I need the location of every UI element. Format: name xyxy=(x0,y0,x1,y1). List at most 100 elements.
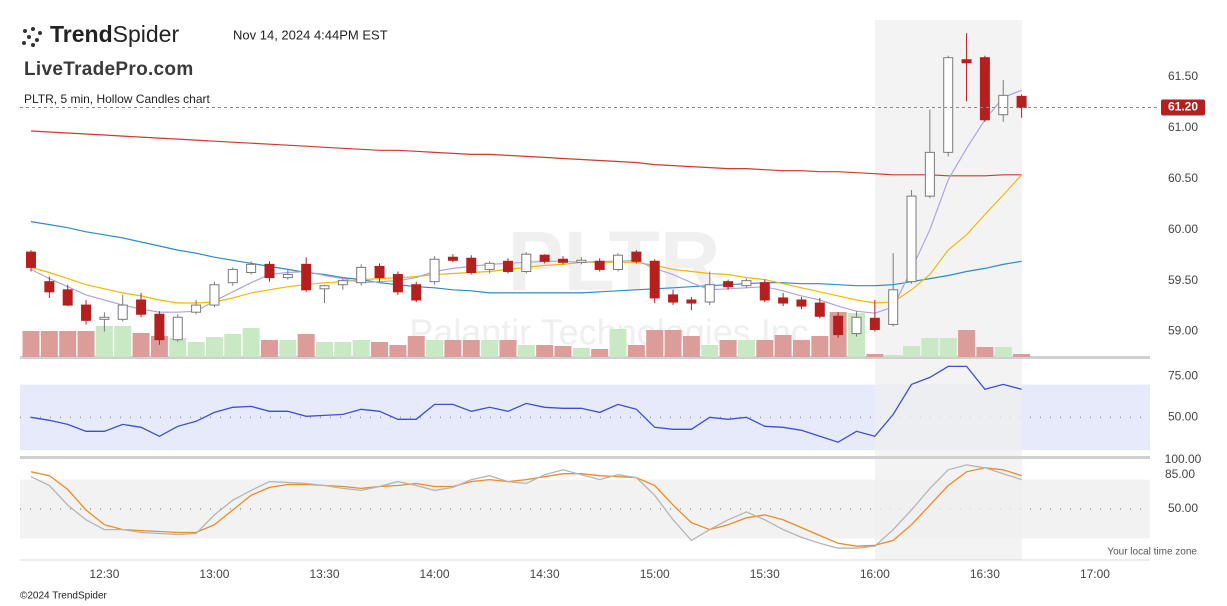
volume-bar xyxy=(572,348,590,357)
candle-body xyxy=(264,263,275,279)
candle-body xyxy=(136,299,147,315)
volume-bar xyxy=(132,333,150,357)
candle-body xyxy=(374,265,385,279)
candle-body xyxy=(613,254,624,270)
y-tick-label: 61.50 xyxy=(1168,69,1198,83)
candle-body xyxy=(851,316,862,335)
volume-bar xyxy=(719,340,737,357)
volume-bar xyxy=(609,329,627,357)
volume-bar xyxy=(389,345,407,357)
oscillator-line xyxy=(30,464,1022,549)
volume-bar xyxy=(462,340,480,357)
volume-bar xyxy=(994,347,1012,357)
candle-body xyxy=(172,316,183,341)
volume-bar xyxy=(958,330,976,357)
x-tick-label: 13:30 xyxy=(309,567,339,581)
candle-body xyxy=(888,289,899,325)
timestamp: Nov 14, 2024 4:44PM EST xyxy=(233,27,388,42)
candle-body xyxy=(943,57,954,153)
oscillator-line xyxy=(30,467,1022,547)
last-price-label: 61.20 xyxy=(1168,100,1198,114)
candle-body xyxy=(814,302,825,317)
candle-body xyxy=(227,268,238,284)
y-tick-label: 50.00 xyxy=(1168,409,1198,423)
volume-bar xyxy=(939,338,957,357)
volume-bar xyxy=(22,331,40,357)
candle-body xyxy=(191,304,202,313)
oscillator-line xyxy=(30,365,1022,443)
volume-bar xyxy=(536,345,554,357)
candle-body xyxy=(649,260,660,299)
volume-bar xyxy=(205,337,223,357)
volume-bar xyxy=(811,336,829,357)
brand-light: Spider xyxy=(113,21,180,47)
volume-bar xyxy=(187,342,205,357)
candle-body xyxy=(447,256,458,261)
pane-separator xyxy=(20,456,1150,459)
candle-body xyxy=(924,151,935,197)
y-tick-label: 60.50 xyxy=(1168,171,1198,185)
candle-body xyxy=(62,289,73,306)
volume-bar xyxy=(627,345,645,357)
candle-body xyxy=(668,294,679,303)
timezone-note: Your local time zone xyxy=(1107,547,1197,558)
volume-bar xyxy=(334,342,352,357)
candle-body xyxy=(392,274,403,293)
volume-bar xyxy=(260,340,278,357)
volume-bar xyxy=(371,342,389,357)
candle-body xyxy=(594,260,605,270)
volume-bar xyxy=(792,340,810,357)
x-tick-label: 13:00 xyxy=(199,567,229,581)
last-price-box xyxy=(1161,99,1205,116)
candle-body xyxy=(723,281,734,288)
candle-body xyxy=(979,57,990,121)
candle-body xyxy=(869,317,880,331)
volume-bar xyxy=(444,340,462,357)
brand: TrendSpider xyxy=(50,21,179,47)
volume-bar xyxy=(316,342,334,357)
volume-bar xyxy=(150,336,168,357)
candle-body xyxy=(117,304,128,320)
volume-bar xyxy=(77,331,95,357)
x-tick-label: 14:30 xyxy=(530,567,560,581)
candle-body xyxy=(246,263,257,273)
moving-average xyxy=(30,130,1022,177)
volume-bar xyxy=(1013,354,1031,357)
candle-body xyxy=(154,313,165,341)
volume-bar xyxy=(976,347,994,357)
candle-body xyxy=(557,258,568,263)
x-tick-label: 17:00 xyxy=(1080,567,1110,581)
candle-body xyxy=(429,258,440,283)
y-tick-label: 60.00 xyxy=(1168,222,1198,236)
y-tick-label: 59.00 xyxy=(1168,324,1198,338)
volume-bar xyxy=(774,335,792,357)
candle-body xyxy=(998,94,1009,116)
candle-body xyxy=(44,281,55,293)
value-tag: 85.00 xyxy=(1165,467,1195,481)
y-tick-label: 75.00 xyxy=(1168,369,1198,383)
volume-bar xyxy=(646,330,664,357)
candle-body xyxy=(81,304,92,321)
x-tick-label: 12:30 xyxy=(89,567,119,581)
candle-body xyxy=(209,284,220,306)
candle-body xyxy=(502,260,513,272)
candle-body xyxy=(778,297,789,304)
volume-bar xyxy=(554,346,572,357)
volume-bar xyxy=(756,340,774,357)
volume-bar xyxy=(481,340,499,357)
volume-bar xyxy=(903,346,921,357)
candle-body xyxy=(833,315,844,336)
candle-body xyxy=(484,262,495,270)
candle-body xyxy=(356,266,367,284)
candle-body xyxy=(631,251,642,262)
candle-body xyxy=(576,259,587,263)
volume-bar xyxy=(499,340,517,357)
y-tick-label: 50.00 xyxy=(1168,501,1198,515)
pane-separator xyxy=(20,356,1150,359)
candle-body xyxy=(521,253,532,272)
volume-bar xyxy=(169,338,187,357)
candle-body xyxy=(539,254,550,262)
volume-bar xyxy=(297,334,315,357)
volume-bar xyxy=(866,354,884,357)
candle-body xyxy=(319,285,330,290)
